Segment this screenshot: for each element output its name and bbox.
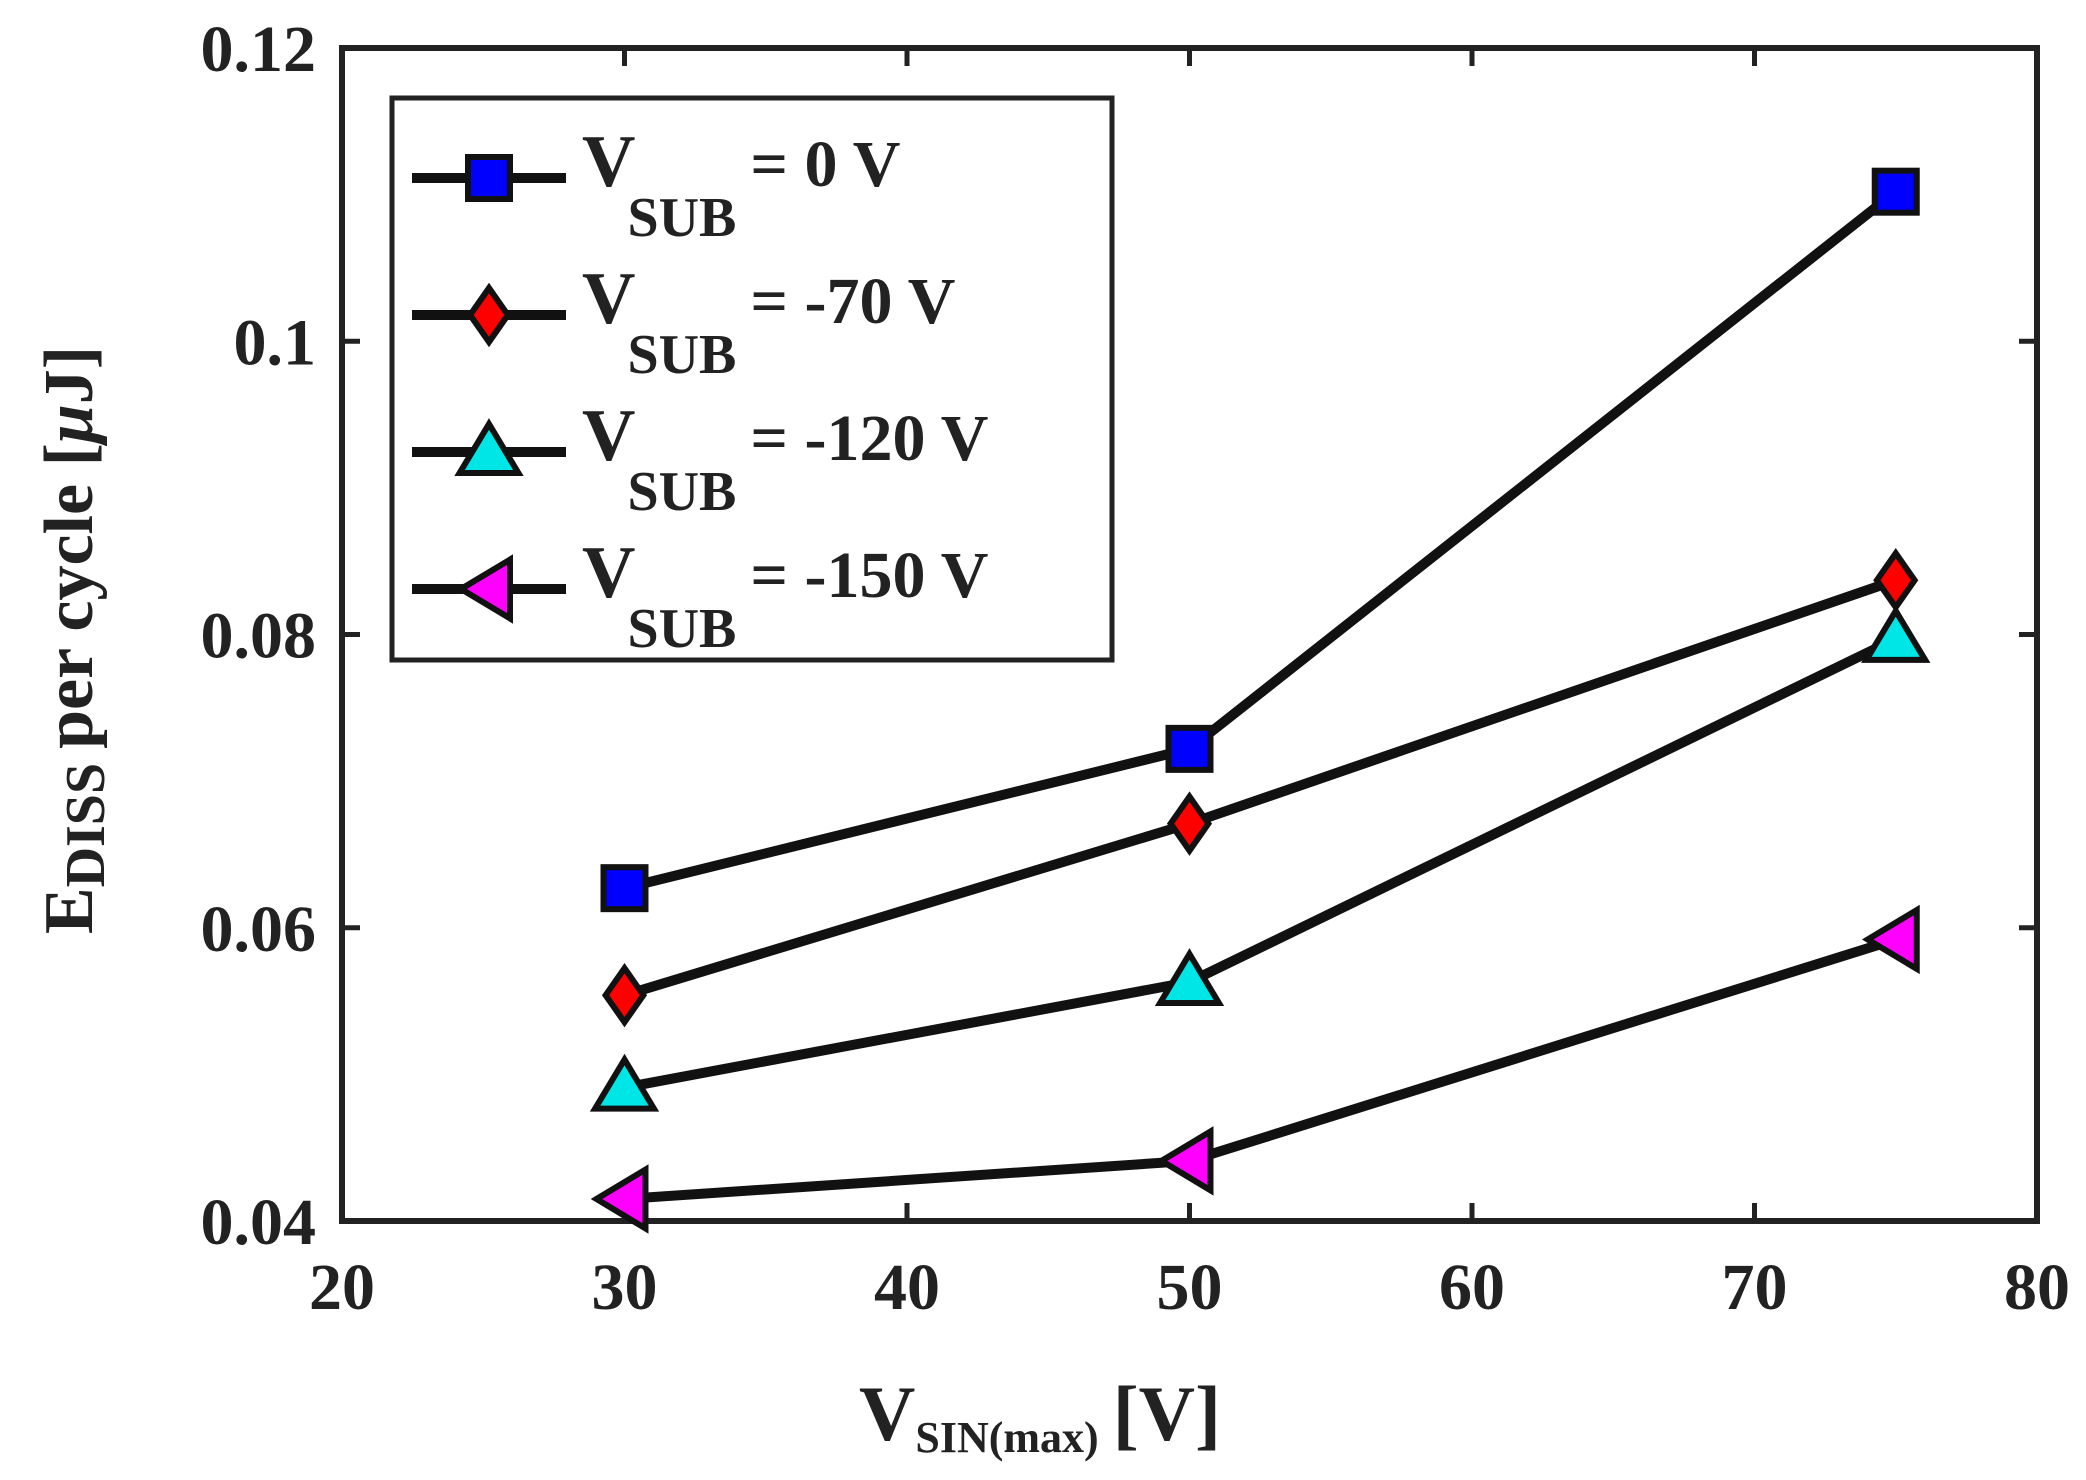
legend-label-sub: SUB: [627, 461, 736, 523]
y-axis-title: EDISS per cycle [μJ]: [31, 346, 117, 934]
x-tick-label: 30: [592, 1251, 658, 1324]
legend-label-rest: = -150 V: [750, 539, 988, 612]
legend-label-main: V: [582, 258, 635, 340]
legend-marker: [454, 418, 524, 476]
y-axis-title-sub: DISS: [55, 763, 117, 888]
legend-label-rest: = -120 V: [750, 402, 988, 475]
y-axis-title-unit: J]: [31, 346, 108, 404]
legend-label: V SUB= -150 V: [582, 532, 988, 660]
x-tick-label: 20: [309, 1251, 375, 1324]
x-axis-title-main: V: [859, 1370, 915, 1457]
legend-label: V SUB= 0 V: [582, 121, 900, 249]
legend-entry: V SUB= -70 V: [412, 258, 955, 386]
legend-entry: V SUB= -150 V: [412, 532, 988, 660]
data-point: [590, 1164, 649, 1234]
data-point: [1155, 1126, 1214, 1196]
legend-entry: V SUB= -120 V: [412, 395, 988, 523]
x-tick-label: 60: [1439, 1251, 1505, 1324]
legend-label-main: V: [582, 395, 635, 477]
legend-label-sub: SUB: [627, 187, 736, 249]
legend-entry: V SUB= 0 V: [412, 121, 900, 249]
x-tick-label: 70: [1722, 1251, 1788, 1324]
legend-label-main: V: [582, 121, 635, 203]
data-point: [1154, 948, 1225, 1007]
legend-label: V SUB= -120 V: [582, 395, 988, 523]
series-group: [589, 167, 1931, 1234]
data-point: [1871, 167, 1920, 216]
x-tick-label: 80: [2004, 1251, 2070, 1324]
legend: V SUB= 0 VV SUB= -70 VV SUB= -120 VV SUB= -1…: [389, 95, 1115, 663]
y-axis-title-rest: per cycle [: [31, 443, 108, 749]
data-point: [1861, 605, 1931, 663]
legend-marker: [455, 554, 513, 624]
x-axis-title: VSIN(max) [V]: [859, 1370, 1221, 1462]
legend-marker: [465, 154, 513, 202]
series-3: [589, 605, 1931, 1112]
legend-label: V SUB= -70 V: [582, 258, 955, 386]
y-tick-label: 0.12: [201, 13, 317, 86]
x-tick-label: 50: [1157, 1251, 1223, 1324]
legend-label-rest: = -70 V: [750, 265, 955, 338]
ticks: 20 30 40 50 60 70 80 0.04 0.06 0.08 0.1 0.12: [201, 13, 2071, 1324]
data-point: [600, 864, 649, 913]
y-tick-label: 0.08: [201, 600, 317, 673]
y-tick-label: 0.1: [234, 306, 317, 379]
series-1: [600, 167, 1920, 913]
series-2: [601, 548, 1919, 1028]
legend-label-sub: SUB: [627, 598, 736, 660]
data-point: [1166, 791, 1213, 856]
legend-label-rest: = 0 V: [750, 128, 900, 201]
series-4: [590, 904, 1920, 1234]
y-axis-title-mu: μ: [31, 404, 108, 446]
x-axis-title-unit: [V]: [1113, 1370, 1221, 1457]
data-point: [589, 1053, 660, 1112]
legend-marker: [466, 282, 512, 348]
legend-label-sub: SUB: [627, 324, 736, 386]
x-axis-title-sub: SIN(max): [915, 1413, 1098, 1462]
y-tick-label: 0.06: [201, 893, 317, 966]
y-axis-title-main: E: [31, 887, 108, 934]
data-point: [601, 962, 648, 1028]
legend-label-main: V: [582, 532, 635, 614]
data-point: [1861, 904, 1920, 975]
x-tick-label: 40: [874, 1251, 940, 1324]
data-point: [1165, 724, 1214, 773]
y-tick-label: 0.04: [201, 1186, 317, 1259]
